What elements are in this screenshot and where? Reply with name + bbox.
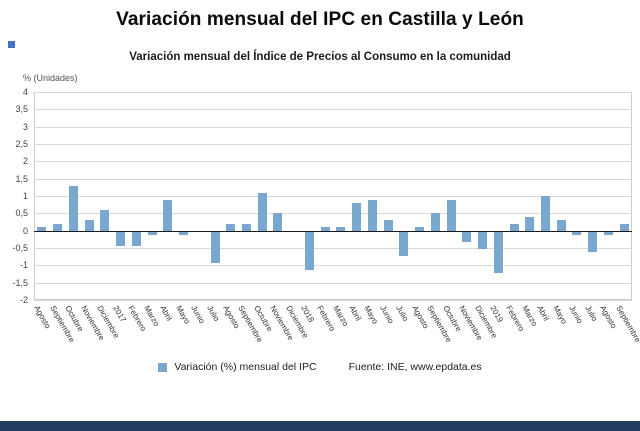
x-tick-label: Julio (394, 304, 411, 323)
bar (462, 231, 472, 243)
bar (100, 209, 110, 231)
bar (572, 231, 582, 236)
y-axis-ticks: 4 3,5 3 2,5 2 1,5 1 0,5 0 -0,5 -1 -1,5 -2 (0, 87, 30, 305)
bar (226, 223, 236, 231)
bar (304, 231, 314, 270)
legend-swatch (158, 362, 168, 372)
x-tick-label: Abril (535, 304, 552, 323)
y-tick-label: 3 (22, 121, 28, 132)
bar (367, 199, 377, 231)
epdata-logo-square (8, 41, 15, 48)
x-axis-labels: Agosto Septiembre Octubre Noviembre Diciembr… (32, 302, 640, 368)
zero-axis-line (34, 230, 632, 232)
bar (163, 199, 173, 231)
gridline (34, 300, 632, 301)
y-axis-unit-label: % (Unidades) (23, 73, 78, 83)
x-tick-label: Mayo (362, 304, 381, 326)
bar (116, 231, 126, 246)
y-tick-label: 0 (22, 225, 28, 236)
bar (179, 231, 188, 236)
y-tick-label: 1,5 (15, 173, 28, 184)
bar (399, 231, 409, 256)
y-tick-label: 0,5 (15, 208, 28, 219)
bar (430, 213, 440, 231)
bar (273, 213, 283, 231)
bar (478, 231, 487, 249)
bar (257, 192, 267, 231)
bar (84, 220, 94, 231)
bar (37, 227, 47, 231)
y-tick-label: -1 (19, 260, 28, 271)
gridline (34, 161, 632, 163)
bar (556, 220, 566, 231)
gridline (34, 196, 632, 197)
y-tick-label: 4 (22, 87, 28, 97)
y-tick-label: 1 (22, 191, 28, 201)
x-tick-label: Junio (567, 304, 585, 326)
gridline (34, 109, 632, 111)
bar (446, 199, 456, 231)
gridline (34, 213, 632, 215)
gridline (34, 144, 632, 145)
x-tick-label: Julio (205, 304, 222, 323)
bar (241, 223, 251, 231)
bar (131, 231, 141, 246)
y-tick-label: 3,5 (15, 104, 28, 115)
x-tick-label: Junio (378, 304, 396, 326)
bar (588, 231, 598, 253)
bar (509, 223, 519, 231)
plot-area (34, 92, 632, 301)
bar (336, 227, 346, 231)
bar (493, 231, 503, 274)
gridline (34, 282, 632, 284)
gridline (34, 248, 632, 249)
bar (383, 220, 393, 231)
legend: Variación (%) mensual del IPC Fuente: IN… (0, 361, 640, 373)
bar (320, 227, 330, 231)
bar (68, 185, 78, 231)
gridline (34, 92, 632, 93)
x-tick-label: Julio (582, 304, 599, 323)
bar (415, 227, 425, 231)
source-text: Fuente: INE, www.epdata.es (348, 361, 482, 373)
footer-bar (0, 421, 640, 431)
bar (147, 231, 157, 236)
gridline (34, 126, 632, 128)
bar (619, 223, 629, 231)
bar (210, 231, 220, 263)
bar (352, 202, 362, 231)
gridline (34, 178, 632, 180)
bar (525, 216, 535, 231)
y-tick-label: -2 (19, 295, 28, 305)
chart-title: Variación mensual del IPC en Castilla y … (116, 9, 524, 30)
gridline (34, 265, 632, 267)
legend-label: Variación (%) mensual del IPC (174, 361, 317, 373)
y-tick-label: -1,5 (12, 277, 28, 288)
x-tick-label: Abril (158, 304, 174, 323)
bar (53, 223, 63, 231)
y-tick-label: 2,5 (15, 139, 28, 149)
y-tick-label: -0,5 (12, 243, 28, 253)
x-tick-label: Mayo (551, 304, 569, 326)
bar (540, 196, 550, 231)
x-tick-label: Mayo (173, 304, 192, 326)
bar (603, 231, 613, 236)
x-tick-label: Septiembre (614, 304, 640, 344)
chart-subtitle: Variación mensual del Índice de Precios … (129, 51, 511, 63)
x-tick-label: Junio (189, 304, 207, 326)
x-tick-label: Abril (346, 304, 363, 323)
y-tick-label: 2 (22, 156, 28, 167)
